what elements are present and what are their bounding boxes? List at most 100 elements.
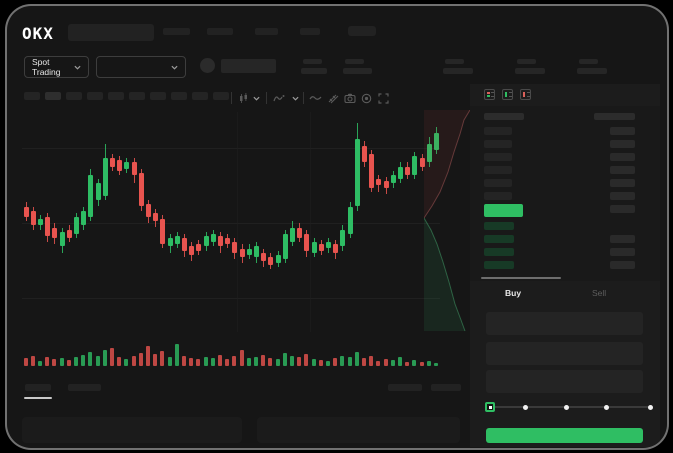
orderbook-header-placeholder <box>484 113 524 120</box>
candle-body <box>23 206 29 217</box>
candle-body <box>95 183 101 201</box>
indicator-chevron[interactable] <box>292 91 299 105</box>
candle-body <box>397 166 403 180</box>
stat-label-placeholder <box>579 59 598 64</box>
candle-body <box>59 231 65 247</box>
bottom-tab-placeholder[interactable] <box>25 384 51 391</box>
candle-body <box>131 162 137 175</box>
candle-body <box>88 175 94 217</box>
indicator-icon[interactable] <box>273 91 285 105</box>
bottom-tab-placeholder[interactable] <box>68 384 101 391</box>
timeframe-button-placeholder[interactable] <box>108 92 124 100</box>
line-tool-icon[interactable] <box>309 91 322 105</box>
slider-stop-100[interactable] <box>648 405 653 410</box>
stat-label-placeholder <box>517 59 536 64</box>
bid-row-placeholder[interactable] <box>484 248 514 256</box>
volume-bar <box>81 355 86 366</box>
candle-body <box>167 238 173 247</box>
bid-row-placeholder[interactable] <box>484 261 514 269</box>
coin-avatar <box>200 58 215 73</box>
volume-bar <box>131 356 136 366</box>
tab-buy[interactable]: Buy <box>505 288 522 298</box>
candle-body <box>419 158 425 167</box>
measure-icon[interactable] <box>327 91 339 105</box>
camera-icon[interactable] <box>344 91 356 105</box>
ask-row-placeholder[interactable] <box>484 153 512 161</box>
stat-value-placeholder <box>301 68 327 74</box>
candle-body <box>239 248 245 257</box>
ask-row-placeholder[interactable] <box>484 179 512 187</box>
candle-body <box>45 217 51 236</box>
gridline <box>22 148 440 149</box>
timeframe-button-placeholder[interactable] <box>213 92 229 100</box>
candle-body <box>412 156 418 175</box>
book-combined-icon[interactable] <box>484 89 495 100</box>
timeframe-button-placeholder[interactable] <box>45 92 61 100</box>
timeframe-button-placeholder[interactable] <box>66 92 82 100</box>
amount-input-placeholder[interactable] <box>486 342 643 365</box>
nav-item-placeholder[interactable] <box>348 26 376 36</box>
timeframe-button-placeholder[interactable] <box>192 92 208 100</box>
ask-row-placeholder[interactable] <box>484 140 512 148</box>
nav-item-placeholder[interactable] <box>255 28 278 35</box>
search-input[interactable] <box>68 24 154 41</box>
slider-stop-50[interactable] <box>564 405 569 410</box>
timeframe-button-placeholder[interactable] <box>171 92 187 100</box>
candle-body <box>181 238 187 251</box>
stat-value-placeholder <box>343 68 372 74</box>
volume-bar <box>253 357 258 366</box>
total-input-placeholder[interactable] <box>486 370 643 393</box>
percent-slider-track[interactable] <box>489 406 652 408</box>
percent-slider-handle[interactable] <box>485 402 495 412</box>
slider-stop-75[interactable] <box>604 405 609 410</box>
bottom-action-placeholder[interactable] <box>388 384 422 391</box>
stat-value-placeholder <box>515 68 545 74</box>
nav-item-placeholder[interactable] <box>300 28 320 35</box>
volume-bar <box>59 358 64 366</box>
tab-sell[interactable]: Sell <box>592 288 607 298</box>
submit-buy-button[interactable] <box>486 428 643 443</box>
volume-bar <box>361 358 366 366</box>
timeframe-button-placeholder[interactable] <box>150 92 166 100</box>
candle-body <box>160 219 166 245</box>
nav-item-placeholder[interactable] <box>163 28 190 35</box>
timeframe-button-placeholder[interactable] <box>24 92 40 100</box>
bid-row-placeholder[interactable] <box>484 235 514 243</box>
timeframe-button-placeholder[interactable] <box>129 92 145 100</box>
candle-body <box>261 252 267 262</box>
market-type-dropdown[interactable]: Spot Trading <box>24 56 89 78</box>
candle-body <box>225 238 231 245</box>
pair-selector-dropdown[interactable] <box>96 56 186 78</box>
book-sells-icon[interactable] <box>520 89 531 100</box>
volume-bar <box>383 359 388 366</box>
volume-bar <box>340 356 345 366</box>
amount-placeholder <box>610 235 635 243</box>
settings-icon[interactable] <box>361 91 372 105</box>
bid-row-placeholder[interactable] <box>484 222 514 230</box>
amount-placeholder <box>610 205 635 213</box>
candle-body <box>232 242 238 253</box>
chart-type-icon[interactable] <box>238 91 249 105</box>
gridline <box>310 112 311 332</box>
ask-row-placeholder[interactable] <box>484 127 512 135</box>
candle-body <box>289 227 295 243</box>
nav-item-placeholder[interactable] <box>207 28 233 35</box>
ask-row-placeholder[interactable] <box>484 192 512 200</box>
slider-stop-25[interactable] <box>523 405 528 410</box>
candle-body <box>37 219 43 226</box>
bottom-action-placeholder[interactable] <box>431 384 461 391</box>
timeframe-button-placeholder[interactable] <box>87 92 103 100</box>
chevron-down-icon <box>171 65 178 70</box>
scroll-indicator[interactable] <box>481 277 561 279</box>
candle-body <box>275 254 281 264</box>
volume-bar <box>261 355 266 366</box>
candle-body <box>145 204 151 217</box>
fullscreen-icon[interactable] <box>378 91 389 105</box>
volume-bar <box>196 359 201 366</box>
volume-bar <box>268 358 273 366</box>
book-buys-icon[interactable] <box>502 89 513 100</box>
price-input-placeholder[interactable] <box>486 312 643 335</box>
ask-row-placeholder[interactable] <box>484 166 512 174</box>
candle-body <box>66 229 72 238</box>
chart-type-chevron[interactable] <box>253 91 260 105</box>
